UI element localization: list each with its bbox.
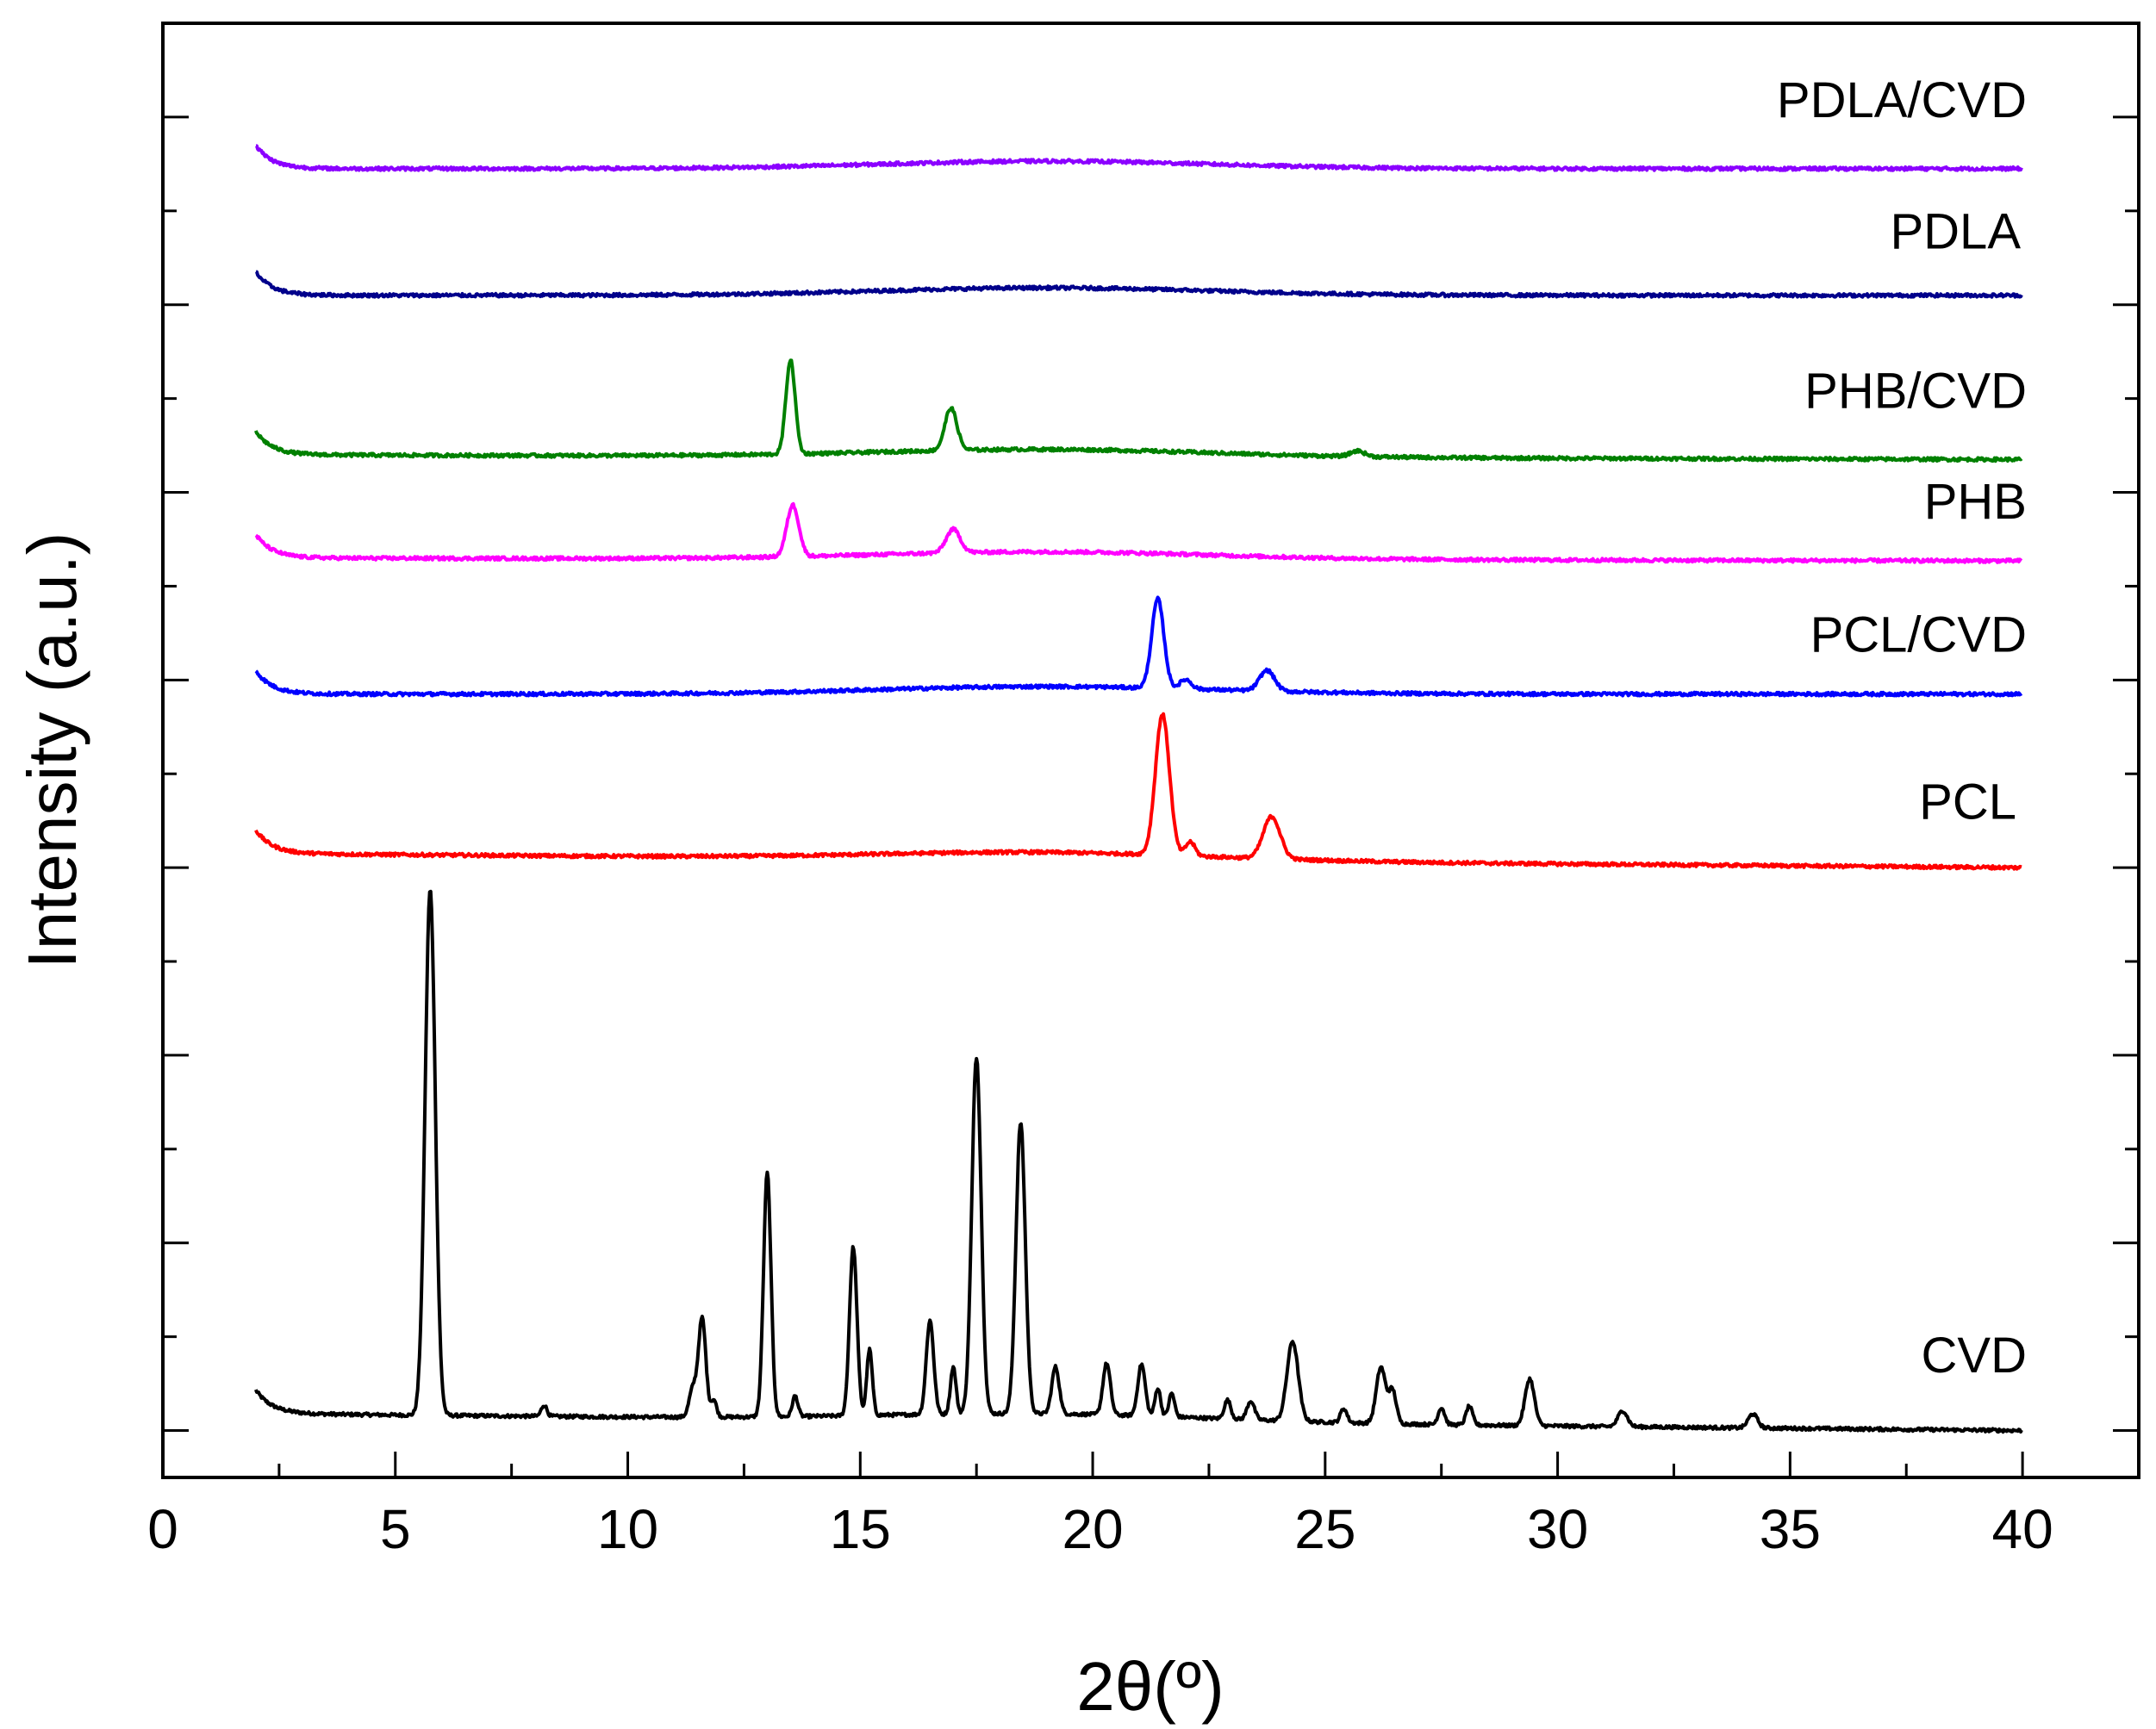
series-line-pcl xyxy=(254,712,2022,871)
series-line-pdla xyxy=(255,270,2023,299)
y-axis-ticks xyxy=(163,115,2139,1433)
x-tick-label: 40 xyxy=(1992,1498,2053,1560)
series-label-pcl-cvd: PCL/CVD xyxy=(1810,607,2027,663)
x-tick-label: 30 xyxy=(1527,1498,1588,1560)
x-tick-label: 10 xyxy=(597,1498,658,1560)
x-tick-label: 0 xyxy=(147,1498,178,1560)
x-axis-label: 2θ(º) xyxy=(1076,1648,1224,1725)
series-label-pcl: PCL xyxy=(1919,774,2016,830)
series-line-pdla-cvd xyxy=(255,144,2023,172)
x-tick-label: 35 xyxy=(1760,1498,1821,1560)
x-tick-label: 5 xyxy=(380,1498,411,1560)
series-line-pcl-cvd xyxy=(254,595,2023,698)
series-label-cvd: CVD xyxy=(1922,1328,2027,1384)
series-label-phb: PHB xyxy=(1924,474,2027,530)
x-axis-ticks: 0 5 10 15 20 25 30 35 40 xyxy=(147,1452,2140,1560)
y-axis-label: Intensity (a.u.) xyxy=(14,532,90,969)
series-label-pdla: PDLA xyxy=(1890,203,2021,259)
series-line-phb-cvd xyxy=(254,358,2023,463)
plot-frame xyxy=(161,22,2140,1479)
series-group xyxy=(254,144,2023,1434)
x-tick-label: 25 xyxy=(1294,1498,1355,1560)
series-line-cvd xyxy=(254,889,2023,1434)
series-line-phb xyxy=(254,501,2023,564)
series-labels: CVD PCL PCL/CVD PHB PHB/CVD PDLA PDLA/CVD xyxy=(1777,72,2027,1384)
series-label-phb-cvd: PHB/CVD xyxy=(1804,364,2027,420)
series-label-pdla-cvd: PDLA/CVD xyxy=(1777,72,2027,128)
x-tick-label: 15 xyxy=(830,1498,891,1560)
x-tick-label: 20 xyxy=(1062,1498,1123,1560)
